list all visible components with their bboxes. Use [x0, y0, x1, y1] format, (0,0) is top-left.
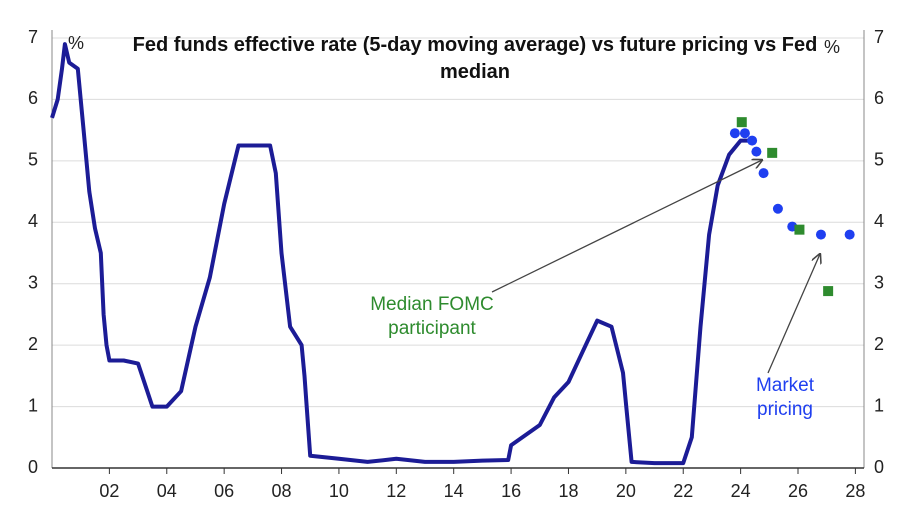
- y-tick-label: 4: [28, 211, 38, 231]
- x-tick-label: 26: [788, 481, 808, 501]
- market-dot: [751, 146, 762, 157]
- y2-tick-label: 3: [874, 272, 884, 292]
- market-dot: [815, 229, 826, 240]
- y-tick-label: 0: [28, 457, 38, 477]
- annotation: Median FOMC participant: [370, 294, 494, 339]
- x-tick-label: 02: [99, 481, 119, 501]
- x-tick-label: 08: [272, 481, 292, 501]
- y-tick-label: 2: [28, 334, 38, 354]
- y2-tick-label: 5: [874, 150, 884, 170]
- y2-axis-label: %: [824, 37, 840, 57]
- x-tick-label: 22: [673, 481, 693, 501]
- arrow: [491, 160, 762, 293]
- fomc-square: [736, 117, 747, 128]
- y2-tick-label: 7: [874, 27, 884, 47]
- y2-tick-label: 1: [874, 395, 884, 415]
- x-tick-label: 28: [845, 481, 865, 501]
- rate-line: [50, 42, 750, 466]
- y-axis-label: %: [68, 33, 84, 53]
- x-tick-label: 24: [731, 481, 751, 501]
- y-tick-label: 3: [28, 272, 38, 292]
- x-tick-label: 12: [386, 481, 406, 501]
- x-tick-label: 04: [157, 481, 177, 501]
- y-tick-label: 1: [28, 395, 38, 415]
- y2-tick-label: 2: [874, 334, 884, 354]
- market-dot: [747, 135, 758, 146]
- x-tick-label: 18: [558, 481, 578, 501]
- arrow: [767, 254, 820, 374]
- x-tick-label: 06: [214, 481, 234, 501]
- fomc-square: [794, 224, 805, 235]
- y-tick-label: 5: [28, 150, 38, 170]
- y-tick-label: 6: [28, 88, 38, 108]
- y2-tick-label: 6: [874, 88, 884, 108]
- market-dot: [844, 229, 855, 240]
- y2-tick-label: 0: [874, 457, 884, 477]
- x-tick-label: 10: [329, 481, 349, 501]
- y-tick-label: 7: [28, 27, 38, 47]
- chart-title: Fed funds effective rate (5-day moving a…: [132, 34, 818, 83]
- x-tick-label: 14: [444, 481, 464, 501]
- fomc-square: [823, 286, 834, 297]
- x-tick-label: 16: [501, 481, 521, 501]
- market-dot: [739, 128, 750, 139]
- x-tick-label: 20: [616, 481, 636, 501]
- annotation: Market pricing: [755, 375, 815, 420]
- market-dot: [772, 203, 783, 214]
- market-dot: [729, 128, 740, 139]
- y2-tick-label: 4: [874, 211, 884, 231]
- market-dot: [758, 168, 769, 179]
- fomc-square: [767, 147, 778, 158]
